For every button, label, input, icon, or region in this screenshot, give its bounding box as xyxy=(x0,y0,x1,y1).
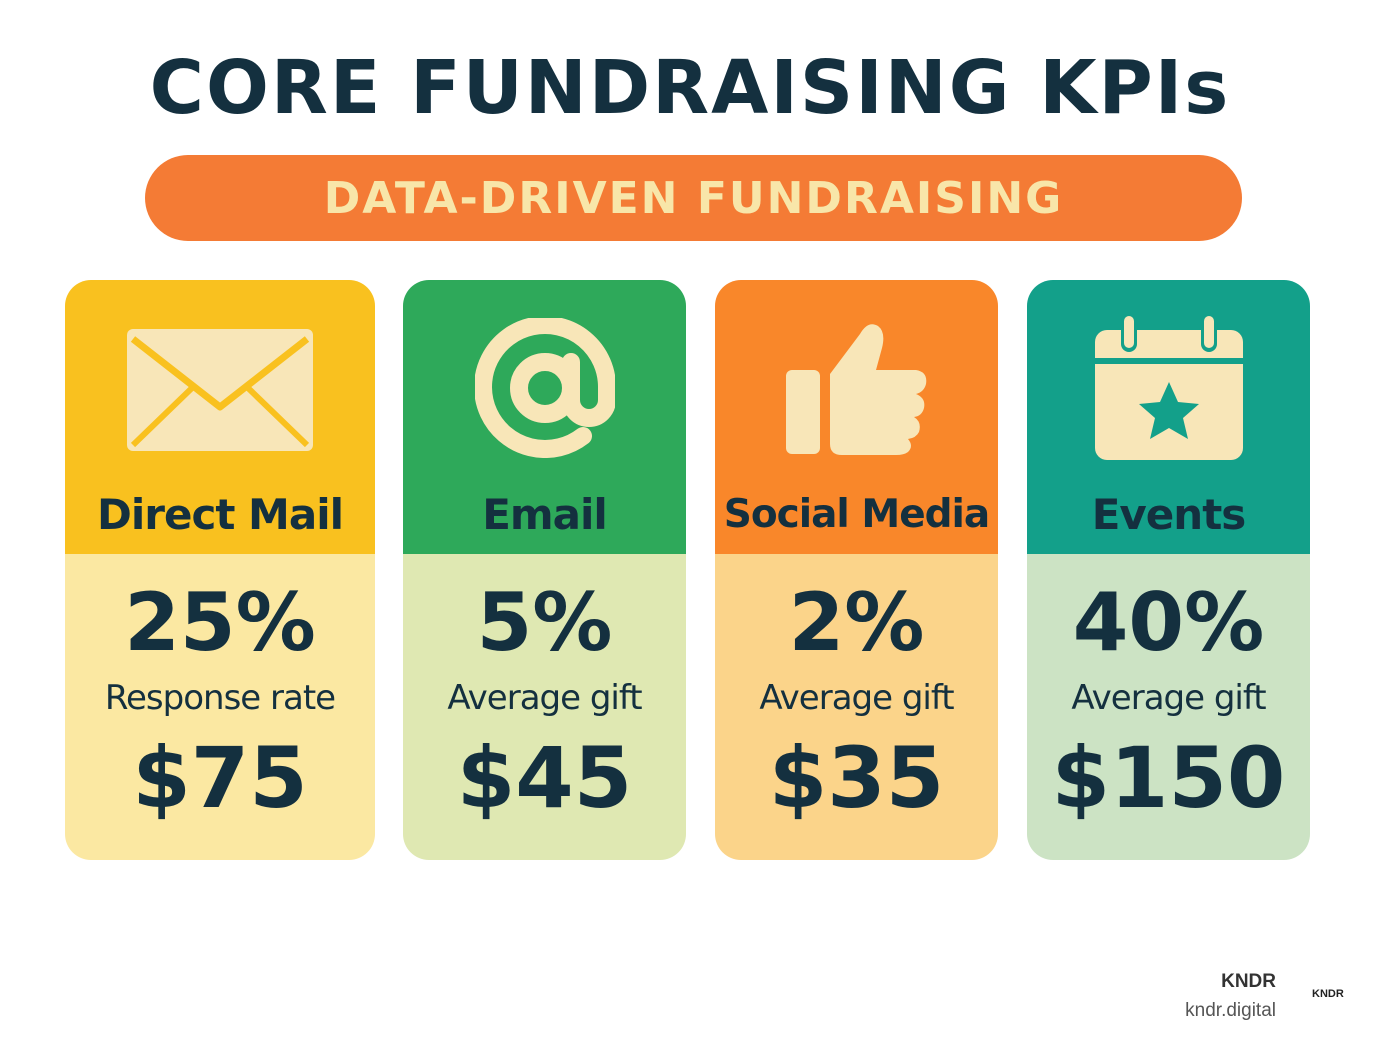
card-percent: 5% xyxy=(476,576,613,669)
card-metric-label: Average gift xyxy=(1071,678,1266,718)
card-amount: $35 xyxy=(768,729,945,827)
kpi-card-email: Email 5% Average gift $45 xyxy=(403,280,686,860)
card-label: Email xyxy=(482,490,608,539)
brand-logo: KNDR xyxy=(1312,988,1344,1000)
card-amount: $45 xyxy=(456,729,633,827)
card-metric-label: Response rate xyxy=(104,678,336,718)
card-label: Direct Mail xyxy=(97,490,344,539)
page-title: CORE FUNDRAISING KPIs xyxy=(149,45,1231,131)
kpi-card-social-media: Social Media 2% Average gift $35 xyxy=(715,280,998,860)
at-sign-icon xyxy=(474,318,615,458)
card-percent: 40% xyxy=(1072,576,1265,669)
brand-block: KNDR kndr.digital xyxy=(1185,968,1276,1026)
brand-name: KNDR xyxy=(1221,971,1276,992)
card-amount: $150 xyxy=(1051,729,1286,827)
kpi-card-events: Events 40% Average gift $150 xyxy=(1027,280,1310,860)
kpi-card-direct-mail: Direct Mail 25% Response rate $75 xyxy=(65,280,375,860)
thumbs-up-icon xyxy=(782,318,932,458)
card-label: Social Media xyxy=(723,492,991,537)
subtitle-text: DATA-DRIVEN FUNDRAISING xyxy=(323,172,1064,224)
card-body xyxy=(715,554,998,860)
card-amount: $75 xyxy=(132,729,308,827)
card-percent: 2% xyxy=(788,576,925,669)
card-body xyxy=(1027,554,1310,860)
envelope-icon xyxy=(125,325,315,455)
subtitle-banner: DATA-DRIVEN FUNDRAISING xyxy=(145,155,1242,241)
card-label: Events xyxy=(1091,490,1247,539)
calendar-star-icon xyxy=(1091,312,1247,464)
card-body xyxy=(403,554,686,860)
card-metric-label: Average gift xyxy=(759,678,954,718)
card-metric-label: Average gift xyxy=(447,678,642,718)
card-body xyxy=(65,554,375,860)
card-percent: 25% xyxy=(124,576,316,669)
brand-url: kndr.digital xyxy=(1185,1000,1276,1021)
